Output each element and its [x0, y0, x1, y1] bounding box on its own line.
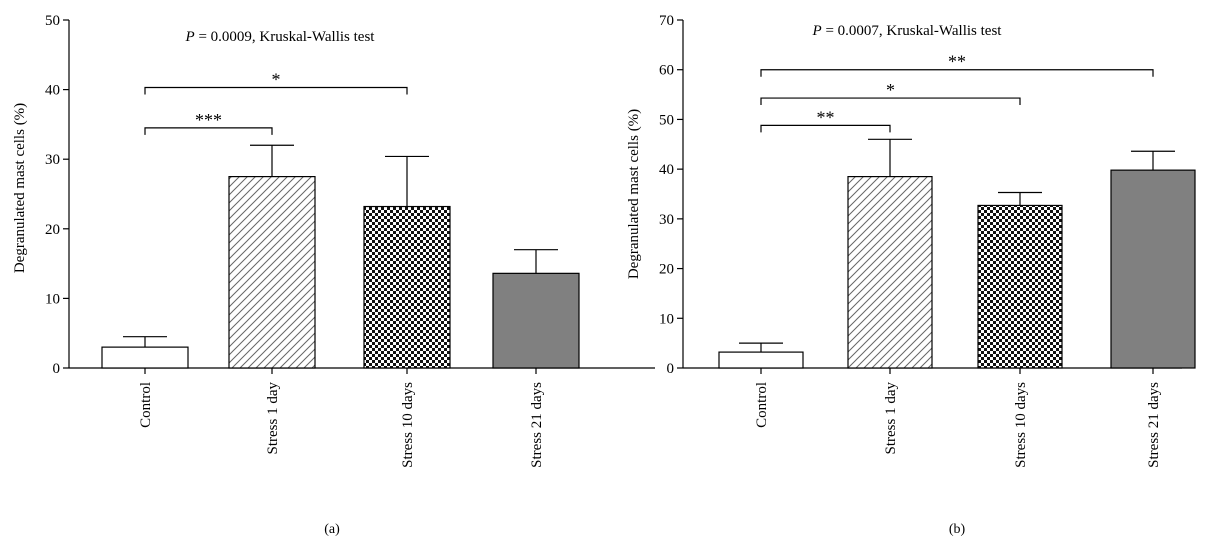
category-label: Stress 21 days — [1146, 382, 1162, 468]
stat-annotation-b: P = 0.0007, Kruskal-Wallis test — [812, 23, 1003, 39]
panel-label-b: (b) — [949, 522, 966, 537]
significance-label: ** — [948, 52, 966, 72]
bars-a — [101, 176, 580, 369]
significance-label: * — [272, 70, 281, 90]
significance-brackets-b: ***** — [760, 52, 1154, 133]
y-tick-label: 60 — [659, 63, 674, 79]
y-axis-label-a: Degranulated mast cells (%) — [12, 103, 28, 273]
category-label: Stress 1 day — [265, 382, 281, 455]
y-tick-label: 40 — [659, 162, 674, 178]
bar — [847, 176, 933, 369]
y-tick-label: 0 — [667, 361, 675, 377]
bar — [363, 205, 451, 369]
y-tick-label: 20 — [659, 262, 674, 278]
significance-bracket — [144, 127, 273, 135]
stat-annotation-italic-b: P — [812, 23, 822, 39]
error-bars-b — [739, 138, 1175, 353]
y-tick-label: 40 — [45, 83, 60, 99]
y-tick-label: 50 — [659, 112, 674, 128]
category-labels-b: Control Stress 1 day Stress 10 days Stress … — [754, 382, 1162, 468]
bars-b — [718, 169, 1196, 369]
stat-annotation-text-a: = 0.0009, Kruskal-Wallis test — [195, 29, 376, 45]
stat-annotation-italic-a: P — [185, 29, 195, 45]
stat-annotation-a: P = 0.0009, Kruskal-Wallis test — [185, 29, 376, 45]
bar — [228, 176, 316, 369]
significance-label: ** — [817, 107, 835, 127]
significance-label: * — [886, 80, 895, 100]
category-label: Stress 10 days — [400, 382, 416, 468]
y-tick-label: 30 — [659, 212, 674, 228]
significance-bracket — [760, 69, 1154, 77]
y-tick-label: 10 — [45, 291, 60, 307]
y-tick-label: 20 — [45, 222, 60, 238]
significance-brackets-a: **** — [144, 70, 408, 135]
category-label: Control — [138, 382, 154, 428]
significance-bracket — [760, 124, 891, 133]
y-tick-label: 10 — [659, 311, 674, 327]
significance-bracket — [760, 97, 1021, 106]
y-tick-label: 70 — [659, 13, 674, 29]
category-label: Stress 21 days — [529, 382, 545, 468]
panel-label-a: (a) — [324, 522, 340, 537]
bar — [977, 204, 1063, 369]
error-bars-a — [123, 144, 558, 348]
y-tick-label: 0 — [53, 361, 61, 377]
significance-bracket — [144, 86, 408, 95]
category-label: Stress 10 days — [1013, 382, 1029, 468]
category-label: Control — [754, 382, 770, 428]
bar — [718, 351, 804, 369]
bar — [492, 272, 580, 369]
stat-annotation-text-b: = 0.0007, Kruskal-Wallis test — [822, 23, 1003, 39]
y-tick-label: 50 — [45, 13, 60, 29]
y-tick-label: 30 — [45, 152, 60, 168]
bar — [101, 346, 189, 369]
bar — [1110, 169, 1196, 369]
category-labels-a: Control Stress 1 day Stress 10 days Stress … — [138, 382, 545, 468]
y-axis-label-b: Degranulated mast cells (%) — [626, 109, 642, 279]
category-label: Stress 1 day — [883, 382, 899, 455]
significance-label: *** — [195, 110, 222, 130]
